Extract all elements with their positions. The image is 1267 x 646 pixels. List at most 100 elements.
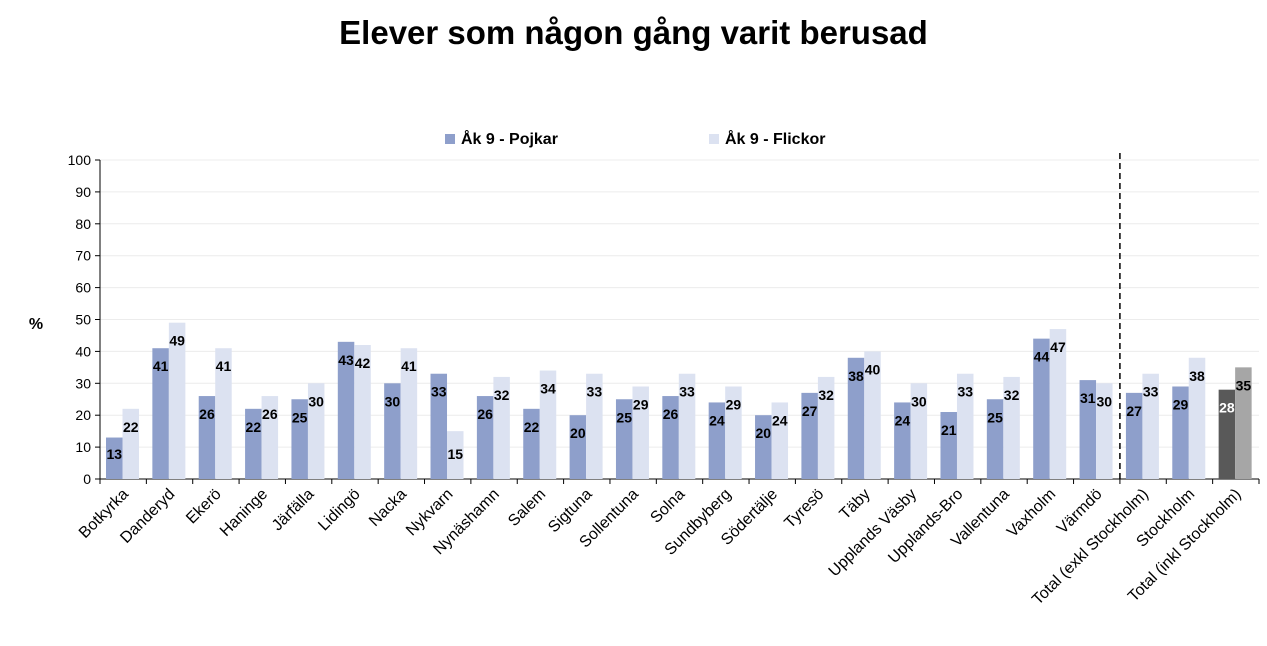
legend-swatch-pojkar — [445, 134, 455, 144]
bar-flickor — [678, 373, 696, 479]
bar-pojkar — [1172, 386, 1189, 479]
bar-pojkar — [662, 396, 679, 479]
bar-flickor — [493, 376, 510, 479]
data-label: 22 — [123, 419, 139, 435]
bar-flickor — [1096, 383, 1113, 479]
bar-pojkar — [476, 396, 494, 479]
data-label: 44 — [1034, 349, 1050, 365]
data-label: 25 — [292, 409, 308, 425]
bar-flickor — [354, 345, 371, 479]
bar-pojkar — [1033, 338, 1050, 479]
bar-pojkar — [291, 399, 308, 479]
data-label: 30 — [1097, 393, 1113, 409]
bar-pojkar — [523, 408, 540, 479]
y-tick-label: 10 — [75, 439, 91, 455]
data-label: 28 — [1219, 400, 1235, 416]
data-label: 32 — [494, 387, 510, 403]
data-label: 29 — [633, 396, 649, 412]
chart-title: Elever som någon gång varit berusad — [339, 14, 928, 51]
bar-flickor — [1049, 329, 1067, 479]
bar-pojkar — [801, 392, 818, 479]
x-tick-label: Lidingö — [315, 486, 364, 535]
x-tick-label: Täby — [837, 486, 874, 523]
bar-pojkar — [986, 399, 1004, 479]
data-label: 25 — [987, 409, 1003, 425]
legend-item-pojkar: Åk 9 - Pojkar — [445, 131, 558, 149]
bar-pojkar — [755, 415, 772, 479]
data-label: 25 — [616, 409, 632, 425]
bar-flickor — [400, 348, 418, 479]
bar-flickor — [1003, 376, 1020, 479]
x-tick-label: Nacka — [366, 486, 410, 530]
data-label: 26 — [477, 406, 493, 422]
data-label: 41 — [401, 358, 417, 374]
data-label: 24 — [772, 412, 788, 428]
legend-swatch-flickor — [709, 134, 719, 144]
bar-flickor — [956, 373, 974, 479]
data-label: 22 — [246, 419, 262, 435]
data-label: 32 — [818, 387, 834, 403]
bar-flickor — [771, 402, 789, 479]
bar-pojkar — [245, 408, 262, 479]
data-label: 38 — [848, 368, 864, 384]
bar-flickor — [1188, 357, 1206, 479]
data-label: 47 — [1050, 339, 1066, 355]
bar-flickor — [168, 322, 186, 479]
data-label: 49 — [169, 333, 185, 349]
bar-pojkar — [106, 437, 123, 479]
data-label: 33 — [679, 384, 695, 400]
data-label: 21 — [941, 422, 957, 438]
y-tick-label: 90 — [75, 184, 91, 200]
bar-flickor — [1235, 367, 1252, 479]
bar-flickor — [864, 351, 881, 479]
data-label: 38 — [1189, 368, 1205, 384]
data-label: 41 — [153, 358, 169, 374]
bar-pojkar — [384, 383, 401, 479]
data-label: 33 — [431, 384, 447, 400]
data-label: 35 — [1236, 377, 1252, 393]
data-label: 29 — [726, 396, 742, 412]
x-tick-label: Järfälla — [269, 486, 318, 535]
bar-pojkar — [569, 415, 587, 479]
bar-flickor — [817, 376, 835, 479]
x-tick-label: Tyresö — [781, 486, 827, 532]
bar-flickor — [122, 408, 139, 479]
bar-flickor — [725, 386, 742, 479]
bar-pojkar — [847, 357, 865, 479]
data-label: 32 — [1004, 387, 1020, 403]
y-tick-label: 30 — [75, 375, 91, 391]
data-label: 42 — [355, 355, 371, 371]
bar-pojkar — [1218, 389, 1236, 479]
bar-pojkar — [152, 348, 169, 479]
bar-flickor — [1142, 373, 1159, 479]
data-label: 34 — [540, 381, 556, 397]
data-label: 30 — [385, 393, 401, 409]
bar-flickor — [539, 370, 557, 479]
bar-pojkar — [894, 402, 911, 479]
bar-pojkar — [198, 396, 216, 479]
bar-pojkar — [940, 412, 957, 479]
bar-flickor — [215, 348, 232, 479]
bar-pojkar — [1079, 380, 1097, 479]
data-label: 31 — [1080, 390, 1096, 406]
data-label: 13 — [106, 446, 122, 462]
x-tick-label: Solna — [647, 486, 688, 527]
data-label: 30 — [911, 393, 927, 409]
data-label: 24 — [709, 412, 725, 428]
bar-flickor — [447, 431, 464, 479]
x-tick-label: Ekerö — [183, 486, 225, 528]
y-axis-label: % — [29, 316, 43, 333]
data-label: 20 — [756, 425, 772, 441]
x-tick-label: Haninge — [217, 486, 271, 540]
data-label: 20 — [570, 425, 586, 441]
bar-flickor — [261, 396, 279, 479]
data-label: 22 — [524, 419, 540, 435]
bar-pojkar — [708, 402, 726, 479]
data-label: 41 — [216, 358, 232, 374]
bar-pojkar — [337, 341, 355, 479]
data-label: 26 — [262, 406, 278, 422]
data-label: 33 — [957, 384, 973, 400]
data-label: 24 — [895, 412, 911, 428]
y-tick-label: 20 — [75, 407, 91, 423]
